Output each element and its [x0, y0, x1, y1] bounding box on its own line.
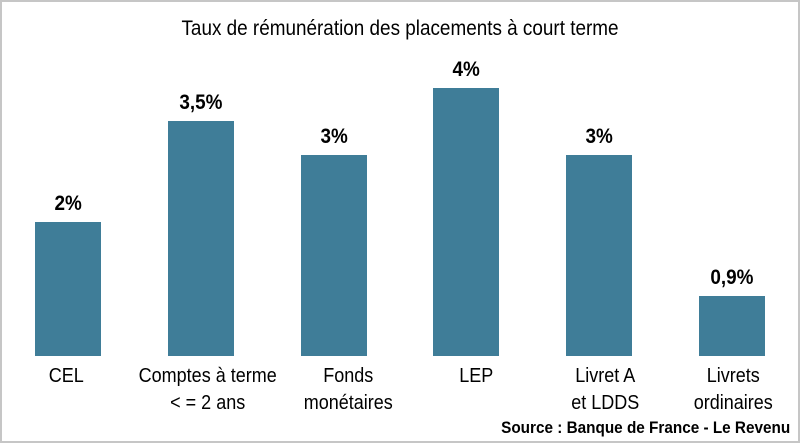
- bar: [35, 222, 102, 356]
- bar-value-label: 3%: [320, 125, 348, 148]
- category-label-line: Livrets: [707, 365, 761, 387]
- category-label-line: Livret A: [575, 365, 636, 387]
- bar-column: 3%: [533, 125, 666, 356]
- bar-column: 4%: [400, 58, 533, 356]
- bar: [566, 155, 633, 356]
- bar-value-label: 0,9%: [710, 266, 754, 289]
- bar: [300, 155, 367, 356]
- category-label-line: ordinaires: [694, 392, 774, 414]
- category-label-line: CEL: [48, 365, 84, 387]
- bar: [433, 88, 500, 356]
- category-axis: CEL Comptes à terme < = 2 ans Fonds monétair…: [2, 363, 798, 417]
- chart-title: Taux de rémunération des placements à co…: [181, 17, 619, 40]
- bar: [698, 296, 765, 356]
- bar-value-label: 3%: [585, 125, 613, 148]
- category-label-line: LEP: [459, 365, 494, 387]
- bar-column: 0,9%: [665, 266, 798, 356]
- bar-column: 3,5%: [135, 91, 268, 356]
- category-label: Comptes à terme < = 2 ans: [131, 363, 284, 417]
- bar-value-label: 3,5%: [179, 91, 223, 114]
- category-label-line: et LDDS: [571, 392, 640, 414]
- bar-column: 3%: [267, 125, 400, 356]
- category-label: Fonds monétaires: [284, 363, 413, 417]
- category-label-line: monétaires: [303, 392, 393, 414]
- bar-value-label: 2%: [54, 192, 82, 215]
- bar: [168, 121, 234, 356]
- category-label: CEL: [2, 363, 131, 417]
- category-label-line: Fonds: [323, 365, 374, 387]
- category-label-line: Comptes à terme: [138, 365, 277, 387]
- bar-value-label: 4%: [452, 58, 481, 81]
- category-label-line: < = 2 ans: [169, 392, 245, 414]
- bar-chart-plot-area: 2% 3,5% 3% 4% 3% 0,9%: [2, 58, 798, 356]
- category-label: Livrets ordinaires: [669, 363, 798, 417]
- category-label: LEP: [412, 363, 541, 417]
- bar-column: 2%: [2, 192, 135, 356]
- source-credit: Source : Banque de France - Le Revenu: [500, 418, 790, 437]
- category-label: Livret A et LDDS: [541, 363, 670, 417]
